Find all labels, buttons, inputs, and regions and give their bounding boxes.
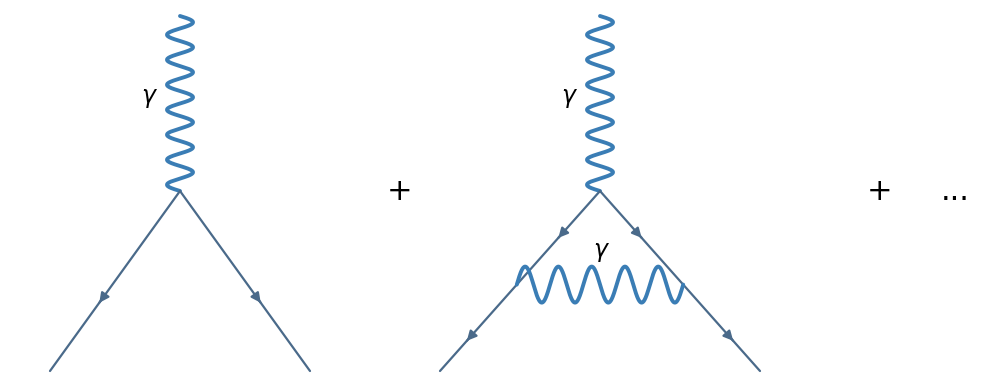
Text: γ: γ bbox=[561, 84, 575, 108]
Text: γ: γ bbox=[141, 84, 155, 108]
Text: +: + bbox=[387, 176, 413, 206]
Text: ...: ... bbox=[940, 176, 969, 206]
Text: +: + bbox=[867, 176, 893, 206]
Text: γ: γ bbox=[593, 238, 607, 262]
